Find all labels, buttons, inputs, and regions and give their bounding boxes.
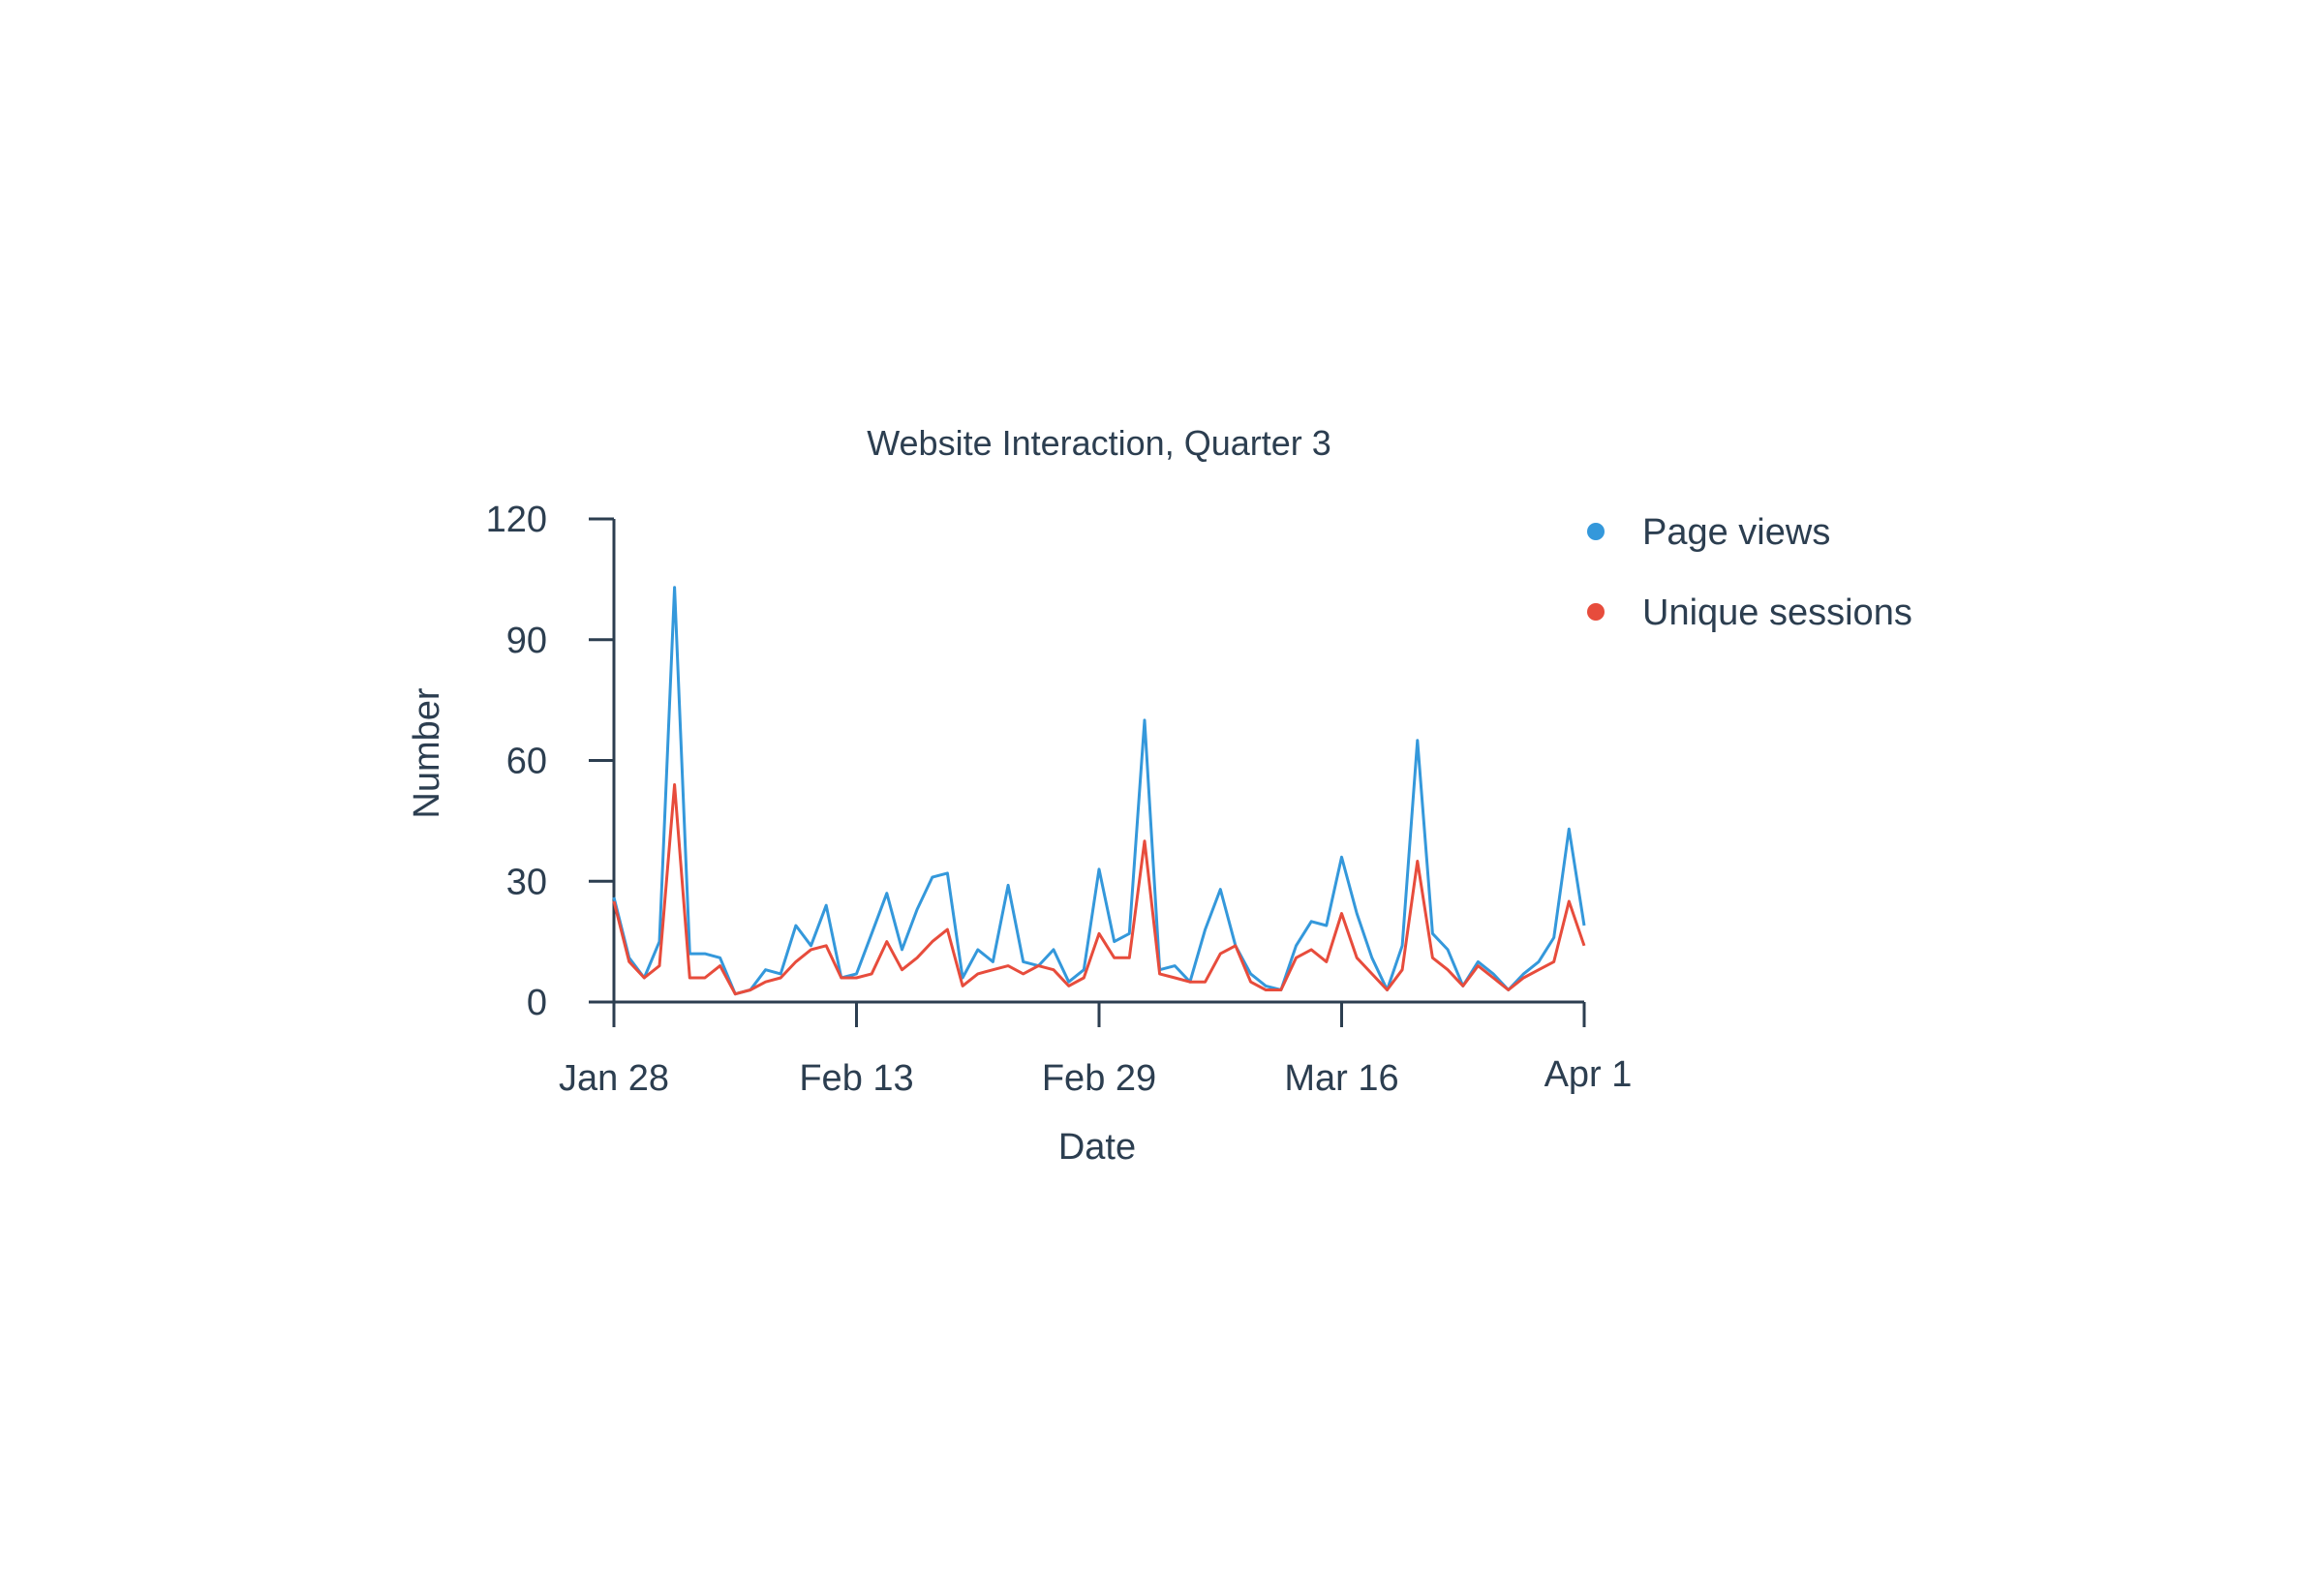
y-tick-label: 30 — [506, 862, 547, 902]
y-tick-label: 60 — [506, 742, 547, 782]
legend-label: Page views — [1642, 512, 1830, 553]
series-line-page-views — [612, 586, 1586, 996]
x-tick-label: Apr 1 — [1544, 1054, 1633, 1095]
y-axis-title: Number — [407, 687, 447, 818]
y-tick-label: 120 — [486, 500, 547, 540]
legend-label: Unique sessions — [1642, 592, 1912, 633]
x-tick-label: Feb 29 — [1042, 1058, 1156, 1099]
legend-marker — [1587, 523, 1605, 540]
y-tick-label: 90 — [506, 621, 547, 661]
legend-marker — [1587, 603, 1605, 621]
axes: 0 30 60 90 120 Jan 28 Feb 13 Feb 29 Mar 16 Apr 1 — [486, 500, 1633, 1099]
x-tick-label: Feb 13 — [799, 1058, 913, 1099]
chart-title: Website Interaction, Quarter 3 — [867, 423, 1331, 463]
series-layer — [612, 586, 1586, 996]
x-tick-label: Mar 16 — [1284, 1058, 1398, 1099]
legend: Page views Unique sessions — [1587, 512, 1912, 633]
x-axis-title: Date — [1058, 1127, 1136, 1168]
series-line-unique-sessions — [612, 783, 1586, 996]
y-tick-label: 0 — [527, 983, 547, 1023]
x-tick-label: Jan 28 — [559, 1058, 669, 1099]
